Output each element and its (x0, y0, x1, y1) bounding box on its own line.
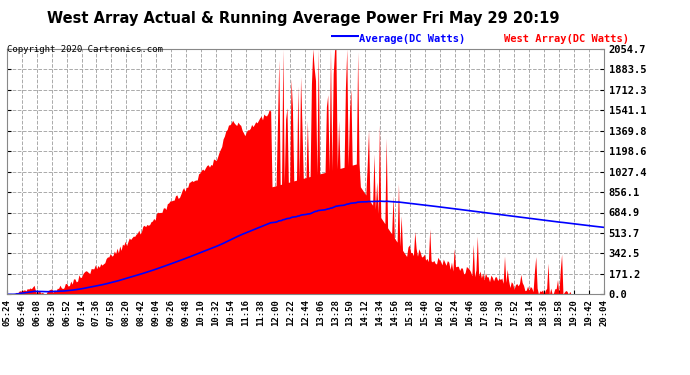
Text: West Array Actual & Running Average Power Fri May 29 20:19: West Array Actual & Running Average Powe… (48, 11, 560, 26)
Text: Average(DC Watts): Average(DC Watts) (359, 34, 465, 44)
Text: West Array(DC Watts): West Array(DC Watts) (504, 34, 629, 44)
Text: Copyright 2020 Cartronics.com: Copyright 2020 Cartronics.com (7, 45, 163, 54)
